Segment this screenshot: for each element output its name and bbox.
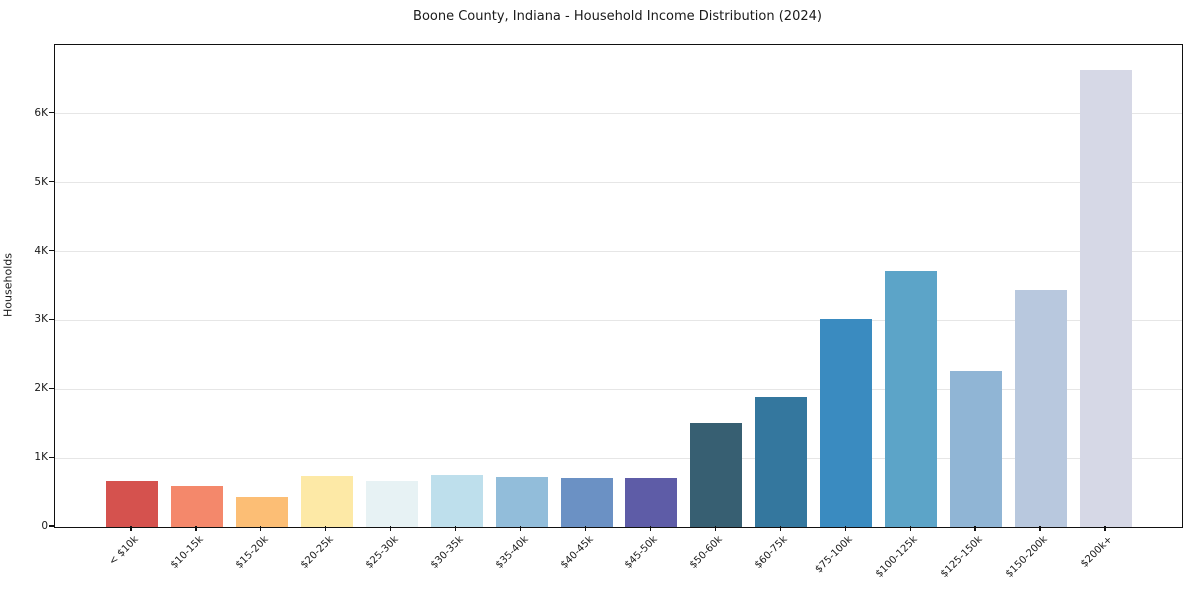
bar-$75-100k — [820, 319, 873, 527]
bar-$200k+ — [1079, 69, 1132, 527]
y-tick-mark — [49, 387, 54, 389]
bar-$20-25k — [300, 475, 353, 527]
x-tick-label-$60-75k: $60-75k — [753, 534, 791, 571]
x-tick-mark — [909, 526, 911, 531]
x-tick-label-$50-60k: $50-60k — [688, 534, 726, 571]
y-tick-label-4K: 4K — [34, 244, 48, 257]
bar-$25-30k — [365, 480, 418, 527]
bar-$40-45k — [560, 477, 613, 527]
y-tick-label-6K: 6K — [34, 106, 48, 119]
x-tick-mark — [519, 526, 522, 531]
x-tick-mark — [584, 526, 587, 531]
gridline-2K — [55, 388, 1182, 390]
y-axis-label: Households — [1, 253, 15, 317]
x-tick-label-$40-45k: $40-45k — [558, 534, 596, 571]
x-tick-mark — [1104, 526, 1106, 531]
y-tick-mark — [49, 525, 54, 527]
y-tick-label-2K: 2K — [34, 382, 48, 395]
bar-$50-60k — [690, 423, 743, 527]
gridline-4K — [55, 251, 1182, 253]
bar-$150-200k — [1015, 290, 1068, 527]
x-tick-label-$200k+: $200k+ — [1078, 534, 1115, 570]
x-tick-label-$100-125k: $100-125k — [874, 534, 920, 580]
x-tick-mark — [844, 526, 846, 531]
y-tick-mark — [49, 456, 54, 458]
x-tick-mark — [455, 526, 457, 531]
bar-$100-125k — [885, 271, 938, 527]
bar-$10-15k — [170, 486, 223, 527]
y-tick-mark — [49, 318, 54, 321]
x-tick-label-$30-35k: $30-35k — [428, 534, 466, 571]
y-tick-mark — [49, 249, 54, 252]
plot-area — [54, 44, 1183, 528]
y-tick-label-3K: 3K — [34, 313, 48, 326]
bar-$15-20k — [235, 496, 288, 527]
x-tick-mark — [390, 526, 392, 531]
bar-$35-40k — [495, 476, 548, 527]
x-tick-label-$10-15k: $10-15k — [168, 534, 206, 571]
x-tick-mark — [325, 526, 327, 531]
y-tick-label-1K: 1K — [34, 451, 48, 464]
gridline-6K — [55, 113, 1182, 115]
x-tick-label-$20-25k: $20-25k — [298, 534, 336, 571]
x-tick-label-$35-40k: $35-40k — [493, 534, 531, 571]
x-tick-label-$45-50k: $45-50k — [623, 534, 661, 571]
x-tick-mark — [714, 526, 716, 531]
x-tick-label-$75-100k: $75-100k — [813, 534, 855, 576]
gridline-5K — [55, 182, 1182, 184]
gridline-1K — [55, 457, 1182, 459]
bar-$45-50k — [625, 478, 678, 527]
y-tick-mark — [49, 181, 54, 183]
bar-$30-35k — [430, 474, 483, 527]
x-tick-label-$15-20k: $15-20k — [233, 534, 271, 571]
x-tick-mark — [260, 526, 262, 531]
y-tick-label-5K: 5K — [34, 175, 48, 188]
x-tick-label-< $10k: < $10k — [107, 534, 141, 568]
x-tick-label-$25-30k: $25-30k — [363, 534, 401, 571]
bar-$125-150k — [950, 371, 1003, 527]
x-tick-mark — [130, 526, 132, 531]
x-tick-mark — [195, 526, 197, 531]
x-tick-mark — [779, 526, 781, 531]
x-tick-mark — [974, 526, 976, 531]
chart-title: Boone County, Indiana - Household Income… — [413, 9, 822, 24]
y-tick-label-0: 0 — [41, 520, 48, 532]
x-tick-label-$150-200k: $150-200k — [1003, 534, 1050, 580]
bar-$60-75k — [755, 396, 808, 527]
x-tick-mark — [649, 526, 652, 531]
x-tick-mark — [1039, 526, 1041, 531]
gridline-3K — [55, 319, 1182, 321]
y-tick-mark — [49, 112, 54, 114]
x-tick-label-$125-150k: $125-150k — [938, 534, 985, 580]
bar-< $10k — [106, 480, 158, 527]
